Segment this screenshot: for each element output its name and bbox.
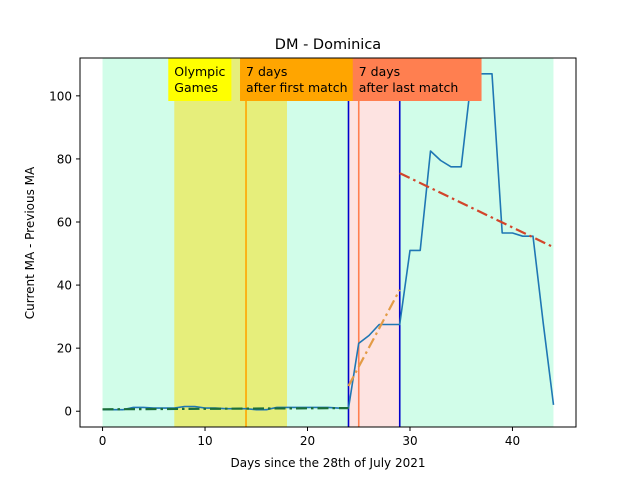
annotation-box-2 xyxy=(352,58,482,101)
series-line-1 xyxy=(102,407,349,411)
series-line-2 xyxy=(347,289,401,387)
y-tick-label-60: 60 xyxy=(57,216,72,230)
shaded-regions xyxy=(102,58,554,427)
plot-frame xyxy=(79,57,577,428)
annotation-text-0-0: Olympic xyxy=(174,64,225,79)
annotation-box-0 xyxy=(168,58,232,101)
y-tick-label-40: 40 xyxy=(57,279,72,293)
x-tick-label-0: 0 xyxy=(99,434,107,448)
annotation-text-2-1: after last match xyxy=(359,80,459,95)
shaded-region-0 xyxy=(102,58,554,427)
x-tick-label-20: 20 xyxy=(300,434,315,448)
shaded-region-1 xyxy=(174,58,288,427)
chart-title: DM - Dominica xyxy=(275,37,381,53)
annotation-text-1-0: 7 days xyxy=(246,64,287,79)
annotation-text-0-1: Games xyxy=(174,80,218,95)
y-tick-label-80: 80 xyxy=(57,152,72,166)
x-tick-label-40: 40 xyxy=(505,434,520,448)
annotation-text-1-1: after first match xyxy=(246,80,347,95)
y-tick-label-100: 100 xyxy=(49,89,72,103)
x-tick-label-10: 10 xyxy=(197,434,212,448)
x-axis-label: Days since the 28th of July 2021 xyxy=(231,456,426,470)
axes: 0 10 20 30 40 0 20 40 60 80 100 xyxy=(49,89,520,448)
y-tick-label-0: 0 xyxy=(64,405,72,419)
series-line-3 xyxy=(399,172,554,249)
y-tick-label-20: 20 xyxy=(57,342,72,356)
y-axis-label: Current MA - Previous MA xyxy=(23,166,37,319)
annotation-text-2-0: 7 days xyxy=(359,64,400,79)
x-tick-label-30: 30 xyxy=(402,434,417,448)
shaded-region-2 xyxy=(348,58,400,427)
